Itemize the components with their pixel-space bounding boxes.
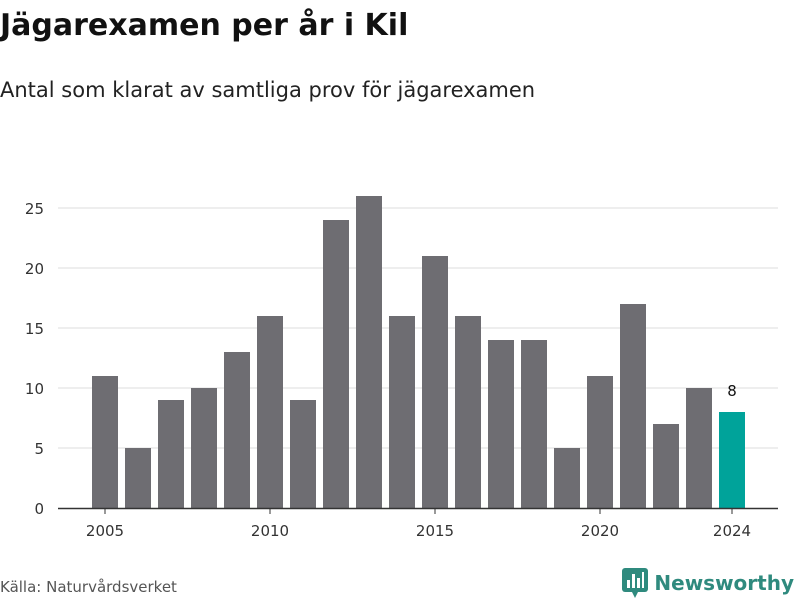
bar — [323, 220, 349, 508]
x-tick-label: 2020 — [581, 522, 619, 540]
bar — [587, 376, 613, 508]
brand-name: Newsworthy — [654, 571, 794, 595]
bar — [191, 388, 217, 508]
x-tick-label: 2015 — [416, 522, 454, 540]
bar — [389, 316, 415, 508]
bar — [719, 412, 745, 508]
y-tick-label: 5 — [34, 440, 44, 458]
bar — [257, 316, 283, 508]
bar — [521, 340, 547, 508]
y-tick-label: 10 — [25, 380, 44, 398]
newsworthy-logo-icon — [622, 568, 649, 598]
bar — [92, 376, 118, 508]
chart-title: Jägarexamen per år i Kil — [0, 8, 409, 43]
x-tick-label: 2010 — [251, 522, 289, 540]
bar — [224, 352, 250, 508]
data-label: 8 — [727, 382, 737, 400]
bar — [686, 388, 712, 508]
bar — [422, 256, 448, 508]
brand-logo[interactable]: Newsworthy — [622, 568, 794, 598]
bar — [653, 424, 679, 508]
bar — [554, 448, 580, 508]
bar — [158, 400, 184, 508]
source-note: Källa: Naturvårdsverket — [0, 578, 177, 596]
bar — [356, 196, 382, 508]
x-tick-label: 2024 — [713, 522, 751, 540]
y-tick-label: 15 — [25, 320, 44, 338]
y-tick-label: 0 — [34, 500, 44, 518]
x-tick-label: 2005 — [86, 522, 124, 540]
chart-subtitle: Antal som klarat av samtliga prov för jä… — [0, 78, 536, 102]
bar — [125, 448, 151, 508]
bar — [620, 304, 646, 508]
y-tick-label: 20 — [25, 260, 44, 278]
bar — [290, 400, 316, 508]
bar — [455, 316, 481, 508]
y-tick-label: 25 — [25, 200, 44, 218]
bar — [488, 340, 514, 508]
